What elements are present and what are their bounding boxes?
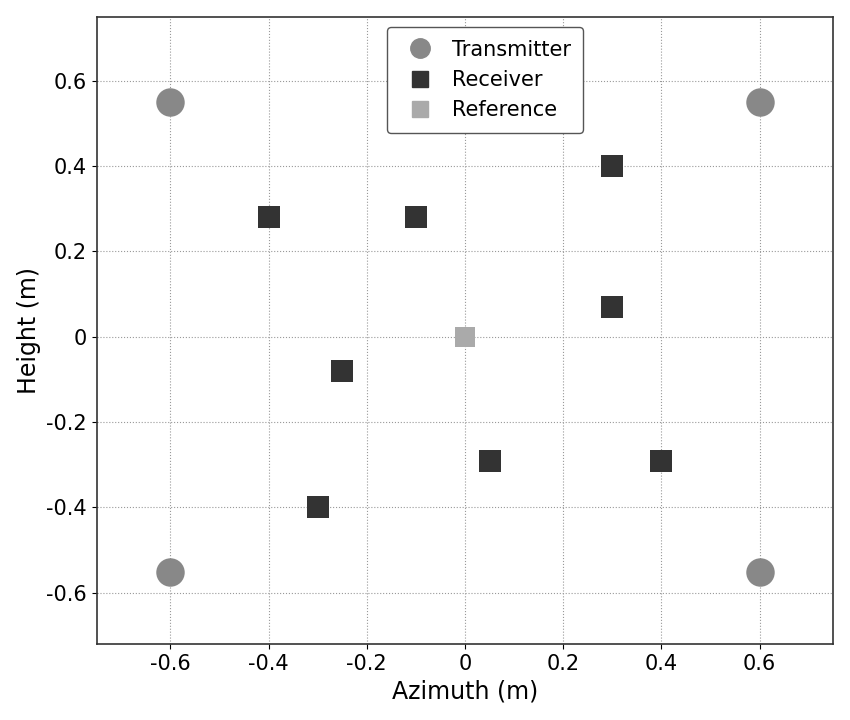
Point [654, 455, 668, 467]
Point [605, 301, 619, 312]
Legend: Transmitter, Receiver, Reference: Transmitter, Receiver, Reference [387, 27, 583, 133]
Point [753, 566, 767, 577]
Point [336, 365, 349, 377]
Point [163, 96, 177, 108]
Point [483, 455, 496, 467]
X-axis label: Azimuth (m): Azimuth (m) [392, 680, 538, 703]
Point [605, 161, 619, 172]
Point [262, 212, 275, 223]
Y-axis label: Height (m): Height (m) [17, 267, 41, 394]
Point [753, 96, 767, 108]
Point [458, 331, 472, 343]
Point [163, 566, 177, 577]
Point [409, 212, 422, 223]
Point [311, 502, 325, 513]
